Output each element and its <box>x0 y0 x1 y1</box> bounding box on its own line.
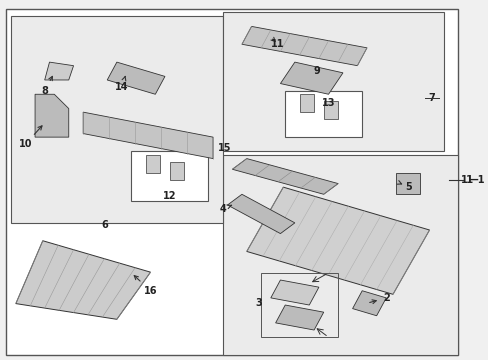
Text: 6: 6 <box>101 220 108 230</box>
FancyBboxPatch shape <box>131 152 208 202</box>
Text: 13: 13 <box>321 98 335 108</box>
Polygon shape <box>242 26 366 66</box>
Text: 12: 12 <box>163 191 176 201</box>
Polygon shape <box>270 280 318 305</box>
Polygon shape <box>395 173 419 194</box>
FancyBboxPatch shape <box>222 155 457 355</box>
Text: 5: 5 <box>396 181 411 192</box>
Text: 1: 1 <box>460 175 467 185</box>
Text: 3: 3 <box>255 298 262 308</box>
FancyBboxPatch shape <box>285 91 362 137</box>
Polygon shape <box>35 94 69 137</box>
Text: 10: 10 <box>19 126 42 149</box>
Text: 11: 11 <box>270 37 284 49</box>
Polygon shape <box>352 291 386 316</box>
Text: 1: 1 <box>465 175 472 185</box>
Polygon shape <box>145 155 160 173</box>
Text: 16: 16 <box>134 276 157 296</box>
Text: 4: 4 <box>219 203 231 213</box>
Polygon shape <box>280 62 342 94</box>
Polygon shape <box>107 62 164 94</box>
FancyBboxPatch shape <box>6 9 457 355</box>
Text: 9: 9 <box>312 66 319 76</box>
Polygon shape <box>299 94 313 112</box>
Polygon shape <box>246 187 428 294</box>
Text: 8: 8 <box>41 76 52 96</box>
Polygon shape <box>323 102 338 119</box>
Text: 15: 15 <box>218 143 231 153</box>
Text: 7: 7 <box>427 93 434 103</box>
FancyBboxPatch shape <box>222 12 443 152</box>
Polygon shape <box>232 158 338 194</box>
Polygon shape <box>227 194 294 234</box>
Text: 14: 14 <box>115 76 128 92</box>
FancyBboxPatch shape <box>11 16 222 223</box>
Polygon shape <box>275 305 323 330</box>
Polygon shape <box>83 112 213 158</box>
Text: —1: —1 <box>467 175 484 185</box>
Polygon shape <box>16 241 150 319</box>
Polygon shape <box>44 62 73 80</box>
Text: 2: 2 <box>369 293 389 303</box>
Polygon shape <box>169 162 184 180</box>
